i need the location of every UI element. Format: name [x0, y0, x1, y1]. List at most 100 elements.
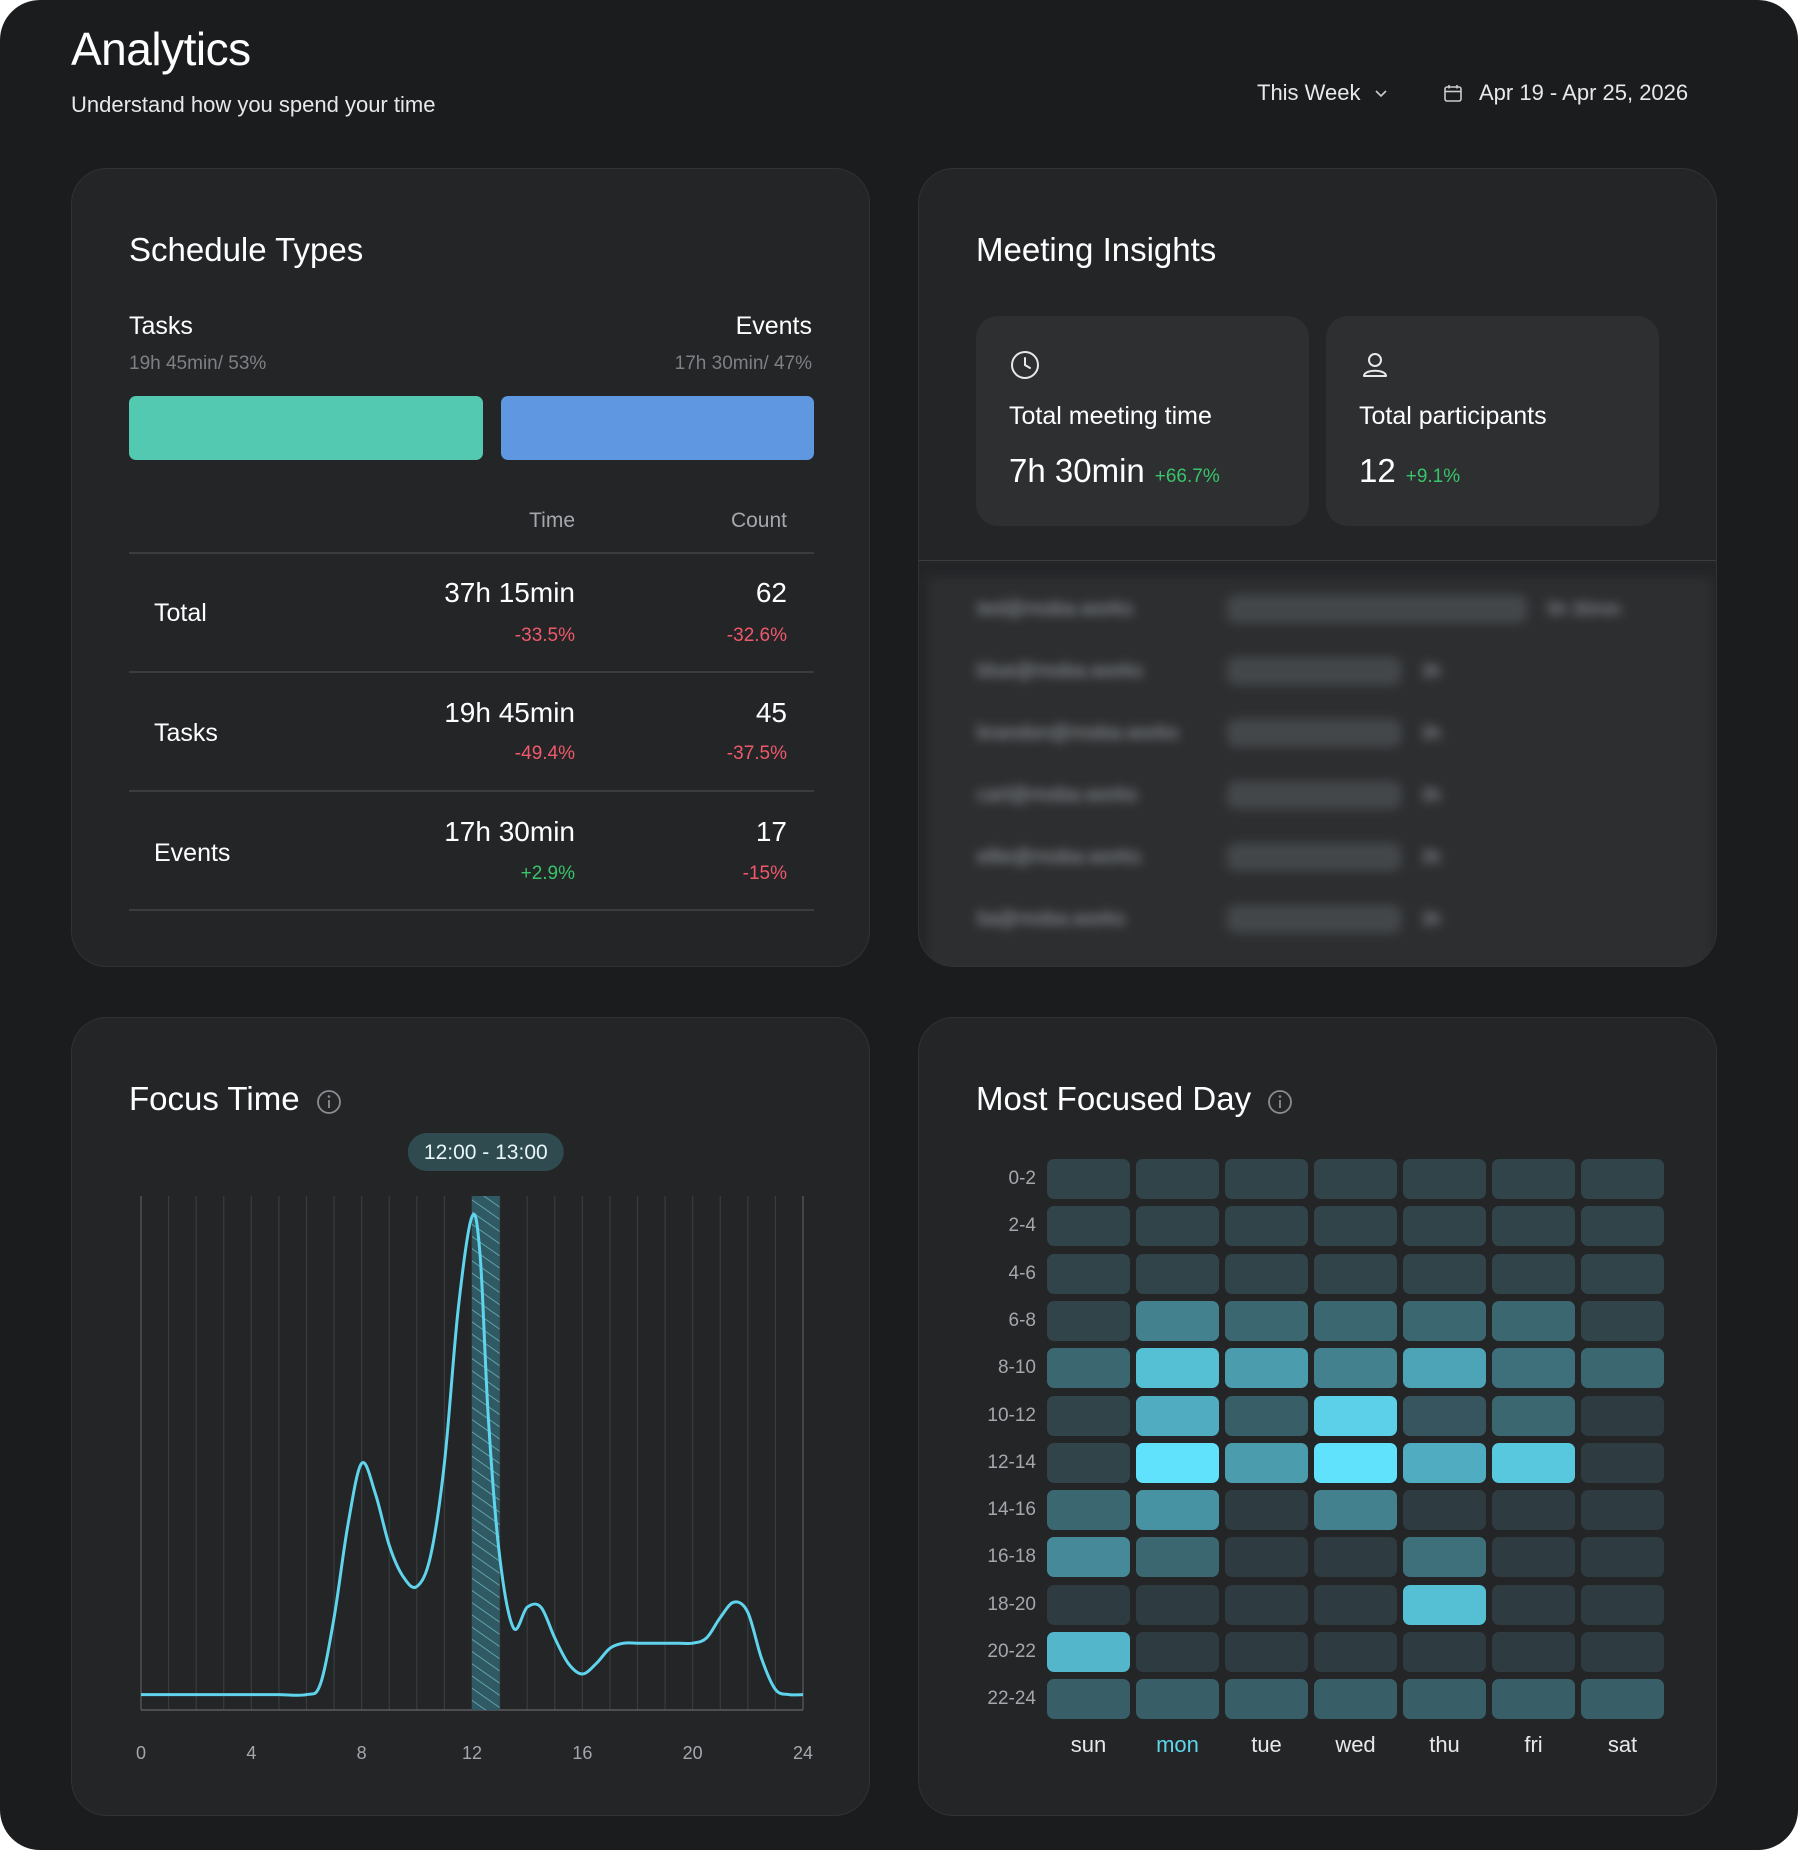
heatmap-cell[interactable]	[1225, 1301, 1308, 1341]
heatmap-day-label: sun	[1047, 1732, 1130, 1758]
heatmap-cell[interactable]	[1047, 1159, 1130, 1199]
info-icon[interactable]	[1267, 1089, 1293, 1115]
heatmap-cell[interactable]	[1581, 1206, 1664, 1246]
participant-email: carl@moba.works	[977, 784, 1197, 807]
total-participants-box: Total participants 12 +9.1%	[1326, 316, 1659, 526]
heatmap-cell[interactable]	[1314, 1443, 1397, 1483]
heatmap-cell[interactable]	[1403, 1632, 1486, 1672]
heatmap-cell[interactable]	[1225, 1443, 1308, 1483]
heatmap-cell[interactable]	[1047, 1585, 1130, 1625]
heatmap-cell[interactable]	[1314, 1348, 1397, 1388]
row-label: Total	[154, 599, 207, 628]
heatmap-cell[interactable]	[1581, 1632, 1664, 1672]
heatmap-cell[interactable]	[1581, 1490, 1664, 1530]
heatmap-cell[interactable]	[1047, 1443, 1130, 1483]
heatmap-cell[interactable]	[1047, 1206, 1130, 1246]
highlight-band	[472, 1196, 500, 1710]
heatmap-cell[interactable]	[1581, 1585, 1664, 1625]
heatmap-cell[interactable]	[1225, 1585, 1308, 1625]
heatmap-cell[interactable]	[1403, 1206, 1486, 1246]
heatmap-cell[interactable]	[1225, 1159, 1308, 1199]
heatmap-cell[interactable]	[1225, 1206, 1308, 1246]
row-count: 17	[756, 816, 787, 848]
heatmap-cell[interactable]	[1225, 1632, 1308, 1672]
heatmap-cell[interactable]	[1581, 1537, 1664, 1577]
heatmap-cell[interactable]	[1403, 1679, 1486, 1719]
heatmap-cell[interactable]	[1314, 1490, 1397, 1530]
range-select[interactable]: This Week	[1257, 80, 1389, 106]
heatmap-cell[interactable]	[1136, 1348, 1219, 1388]
heatmap-cell[interactable]	[1136, 1679, 1219, 1719]
heatmap-cell[interactable]	[1403, 1585, 1486, 1625]
page-subtitle: Understand how you spend your time	[71, 92, 435, 118]
heatmap-cell[interactable]	[1492, 1490, 1575, 1530]
total-participants-stat: 12 +9.1%	[1359, 452, 1460, 490]
heatmap-cell[interactable]	[1403, 1537, 1486, 1577]
heatmap-cell[interactable]	[1225, 1679, 1308, 1719]
heatmap-cell[interactable]	[1047, 1396, 1130, 1436]
heatmap-cell[interactable]	[1492, 1632, 1575, 1672]
heatmap-cell[interactable]	[1492, 1159, 1575, 1199]
heatmap-cell[interactable]	[1225, 1254, 1308, 1294]
heatmap-cell[interactable]	[1492, 1585, 1575, 1625]
heatmap-cell[interactable]	[1136, 1443, 1219, 1483]
row-label: Tasks	[154, 719, 218, 748]
heatmap-cell[interactable]	[1581, 1443, 1664, 1483]
heatmap-cell[interactable]	[1047, 1632, 1130, 1672]
row-time-delta: -33.5%	[515, 625, 575, 647]
x-tick-label: 4	[246, 1743, 256, 1763]
heatmap-cell[interactable]	[1314, 1585, 1397, 1625]
heatmap-cell[interactable]	[1225, 1537, 1308, 1577]
heatmap-cell[interactable]	[1492, 1301, 1575, 1341]
heatmap-cell[interactable]	[1581, 1254, 1664, 1294]
heatmap-cell[interactable]	[1581, 1396, 1664, 1436]
heatmap-cell[interactable]	[1136, 1159, 1219, 1199]
heatmap-cell[interactable]	[1225, 1396, 1308, 1436]
heatmap-cell[interactable]	[1581, 1348, 1664, 1388]
date-range-picker[interactable]: Apr 19 - Apr 25, 2026	[1443, 80, 1688, 106]
heatmap-cell[interactable]	[1403, 1254, 1486, 1294]
heatmap-cell[interactable]	[1314, 1679, 1397, 1719]
heatmap-cell[interactable]	[1492, 1443, 1575, 1483]
heatmap-cell[interactable]	[1047, 1679, 1130, 1719]
heatmap-cell[interactable]	[1492, 1206, 1575, 1246]
heatmap-cell[interactable]	[1403, 1159, 1486, 1199]
heatmap-cell[interactable]	[1047, 1301, 1130, 1341]
heatmap-cell[interactable]	[1136, 1537, 1219, 1577]
heatmap-cell[interactable]	[1047, 1348, 1130, 1388]
heatmap-cell[interactable]	[1492, 1537, 1575, 1577]
heatmap-cell[interactable]	[1581, 1301, 1664, 1341]
x-tick-label: 12	[462, 1743, 482, 1763]
heatmap-cell[interactable]	[1492, 1396, 1575, 1436]
heatmap-cell[interactable]	[1136, 1396, 1219, 1436]
heatmap-cell[interactable]	[1492, 1348, 1575, 1388]
heatmap-cell[interactable]	[1581, 1679, 1664, 1719]
heatmap-cell[interactable]	[1136, 1490, 1219, 1530]
heatmap-cell[interactable]	[1403, 1396, 1486, 1436]
heatmap-cell[interactable]	[1314, 1537, 1397, 1577]
heatmap-cell[interactable]	[1314, 1254, 1397, 1294]
heatmap-cell[interactable]	[1403, 1301, 1486, 1341]
heatmap-cell[interactable]	[1136, 1301, 1219, 1341]
heatmap-cell[interactable]	[1314, 1159, 1397, 1199]
heatmap-cell[interactable]	[1314, 1632, 1397, 1672]
heatmap-cell[interactable]	[1136, 1585, 1219, 1625]
heatmap-cell[interactable]	[1314, 1301, 1397, 1341]
heatmap-cell[interactable]	[1492, 1679, 1575, 1719]
heatmap-cell[interactable]	[1225, 1348, 1308, 1388]
heatmap-cell[interactable]	[1136, 1206, 1219, 1246]
heatmap-cell[interactable]	[1136, 1254, 1219, 1294]
heatmap-cell[interactable]	[1403, 1348, 1486, 1388]
heatmap-cell[interactable]	[1581, 1159, 1664, 1199]
heatmap-cell[interactable]	[1492, 1254, 1575, 1294]
participant-email: blue@moba.works	[977, 660, 1197, 683]
heatmap-cell[interactable]	[1314, 1206, 1397, 1246]
heatmap-cell[interactable]	[1403, 1443, 1486, 1483]
heatmap-cell[interactable]	[1225, 1490, 1308, 1530]
heatmap-cell[interactable]	[1047, 1490, 1130, 1530]
heatmap-cell[interactable]	[1047, 1254, 1130, 1294]
heatmap-cell[interactable]	[1047, 1537, 1130, 1577]
heatmap-cell[interactable]	[1314, 1396, 1397, 1436]
heatmap-cell[interactable]	[1136, 1632, 1219, 1672]
heatmap-cell[interactable]	[1403, 1490, 1486, 1530]
